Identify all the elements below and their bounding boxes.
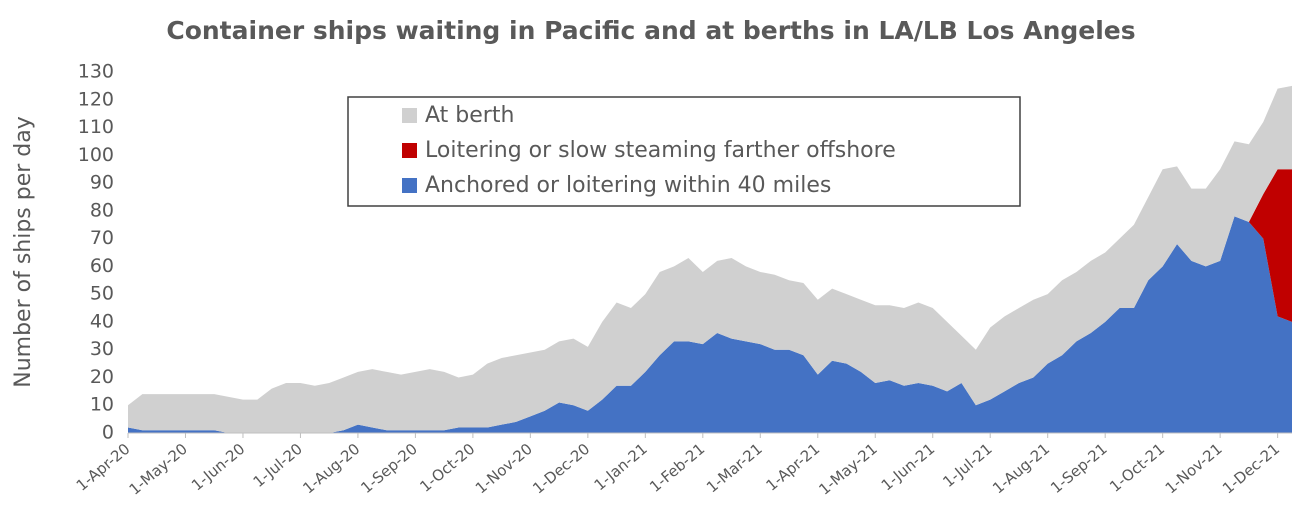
legend-label: Loitering or slow steaming farther offsh… — [425, 138, 896, 163]
x-tick-label: 1-Jan-21 — [591, 440, 651, 495]
y-tick-label: 30 — [90, 338, 114, 360]
x-tick-label: 1-Dec-21 — [1219, 440, 1283, 498]
x-tick-label: 1-Sep-20 — [357, 440, 420, 497]
y-axis-label: Number of ships per day — [11, 116, 36, 388]
legend-label: Anchored or loitering within 40 miles — [425, 173, 831, 198]
x-tick-label: 1-Jul-21 — [939, 440, 995, 491]
area — [128, 216, 1292, 433]
y-tick-label: 10 — [90, 394, 114, 416]
legend-swatch — [402, 178, 417, 193]
legend-label: At berth — [425, 103, 514, 128]
y-tick-label: 70 — [90, 227, 114, 249]
y-tick-label: 50 — [90, 283, 114, 305]
y-tick-label: 0 — [102, 422, 114, 444]
x-tick-label: 1-Aug-21 — [989, 440, 1053, 498]
legend-swatch — [402, 143, 417, 158]
y-tick-label: 130 — [78, 61, 114, 83]
x-tick-label: 1-Apr-21 — [763, 440, 824, 495]
x-tick-label: 1-Aug-20 — [299, 440, 363, 498]
x-tick-label: 1-Apr-20 — [73, 440, 134, 495]
y-tick-label: 40 — [90, 310, 114, 332]
x-tick-label: 1-Dec-20 — [529, 440, 593, 498]
x-tick-label: 1-Oct-20 — [416, 440, 478, 496]
y-tick-label: 60 — [90, 255, 114, 277]
x-tick-label: 1-Jul-20 — [250, 440, 306, 491]
x-tick-label: 1-Nov-20 — [472, 440, 536, 498]
y-tick-label: 110 — [78, 116, 114, 138]
y-tick-label: 100 — [78, 144, 114, 166]
chart-title: Container ships waiting in Pacific and a… — [166, 16, 1135, 45]
x-tick-label: 1-Sep-21 — [1047, 440, 1110, 497]
x-tick-label: 1-Jun-20 — [188, 440, 248, 495]
y-tick-label: 90 — [90, 172, 114, 194]
x-tick-label: 1-Nov-21 — [1162, 440, 1226, 498]
area — [128, 85, 1292, 433]
y-tick-label: 80 — [90, 199, 114, 221]
x-tick-label: 1-May-21 — [815, 440, 880, 499]
legend-swatch — [402, 108, 417, 123]
y-tick-label: 20 — [90, 366, 114, 388]
y-tick-label: 120 — [78, 88, 114, 110]
x-tick-label: 1-May-20 — [126, 440, 191, 499]
x-tick-label: 1-Oct-21 — [1106, 440, 1168, 496]
legend-box — [347, 96, 1021, 207]
x-tick-label: 1-Jun-21 — [878, 440, 938, 495]
x-tick-label: 1-Mar-21 — [703, 440, 766, 497]
x-tick-label: 1-Feb-21 — [646, 440, 708, 496]
